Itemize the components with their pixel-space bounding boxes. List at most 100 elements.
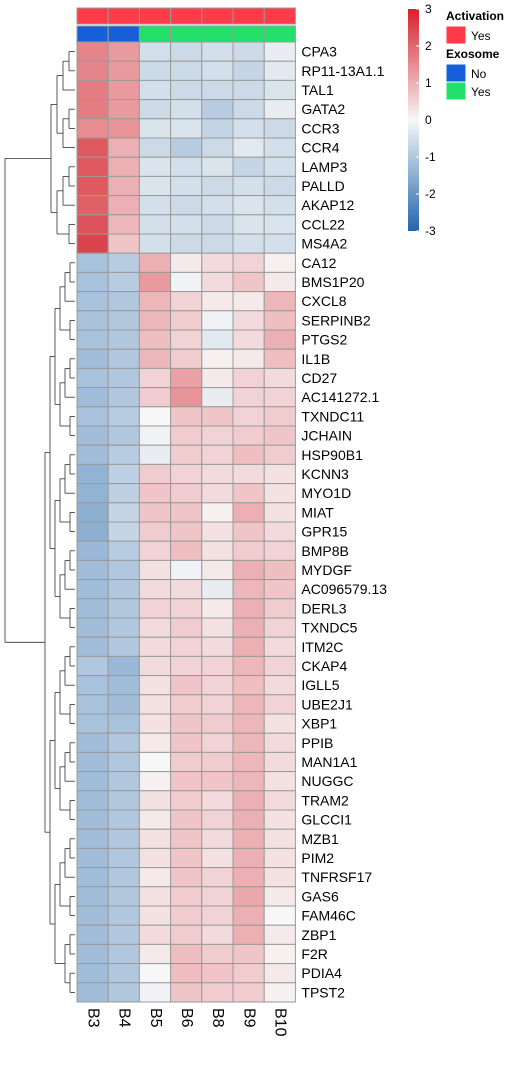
row-label: CXCL8 bbox=[301, 293, 346, 309]
heatmap-cell-mzb1-b6 bbox=[170, 828, 203, 849]
heatmap-cell-f2r-b8 bbox=[201, 943, 234, 965]
heatmap-cell-ca12-b6 bbox=[170, 252, 203, 273]
heatmap-cell-tal1-b5 bbox=[138, 79, 172, 101]
row-label: PIM2 bbox=[301, 850, 334, 866]
annotation-cell-activation-b5 bbox=[138, 7, 172, 25]
heatmap-cell-pdia4-b8 bbox=[201, 963, 234, 984]
row-label: MS4A2 bbox=[301, 236, 347, 252]
heatmap-cell-ccr4-b3 bbox=[76, 137, 109, 158]
heatmap-cell-derl3-b10 bbox=[263, 598, 296, 619]
heatmap-cell-ac141272.1-b10 bbox=[263, 387, 296, 408]
heatmap-cell-hsp90b1-b4 bbox=[107, 444, 140, 465]
heatmap-cell-pim2-b5 bbox=[138, 847, 172, 869]
row-label: CA12 bbox=[301, 255, 336, 271]
row-label: TXNDC11 bbox=[301, 408, 364, 424]
heatmap-cell-ckap4-b5 bbox=[138, 655, 172, 677]
heatmap-cell-ms4a2-b5 bbox=[138, 233, 172, 254]
row-dendrogram bbox=[4, 51, 75, 993]
heatmap-cell-myo1d-b4 bbox=[107, 483, 140, 504]
heatmap-cell-ppib-b3 bbox=[76, 732, 109, 753]
annotation-cell-activation-b8 bbox=[201, 7, 234, 25]
heatmap-cell-kcnn3-b3 bbox=[76, 463, 109, 485]
heatmap-cell-myo1d-b5 bbox=[138, 483, 172, 504]
heatmap-cell-itm2c-b8 bbox=[201, 636, 234, 657]
heatmap-cell-ube2j1-b6 bbox=[170, 694, 203, 715]
heatmap-cell-mydgf-b3 bbox=[76, 559, 109, 581]
heatmap-cell-mydgf-b8 bbox=[201, 559, 234, 581]
heatmap-cell-txndc5-b5 bbox=[138, 617, 172, 638]
heatmap-cell-ckap4-b6 bbox=[170, 655, 203, 677]
heatmap-cell-itm2c-b6 bbox=[170, 636, 203, 657]
heatmap-cell-igll5-b3 bbox=[76, 675, 109, 696]
heatmap-cell-pdia4-b4 bbox=[107, 963, 140, 984]
heatmap-cell-ccr4-b10 bbox=[263, 137, 296, 158]
heatmap-cell-ccr3-b4 bbox=[107, 118, 140, 139]
heatmap-cell-tnfrsf17-b6 bbox=[170, 867, 203, 888]
column-label: B6 bbox=[178, 1008, 195, 1028]
heatmap-cell-tram2-b4 bbox=[107, 790, 140, 811]
heatmap-cell-f2r-b5 bbox=[138, 943, 172, 965]
heatmap-cell-derl3-b3 bbox=[76, 598, 109, 619]
heatmap-cell-ckap4-b4 bbox=[107, 655, 140, 677]
heatmap-cell-myo1d-b9 bbox=[232, 483, 265, 504]
row-label: MZB1 bbox=[301, 831, 339, 847]
heatmap-cell-glcci1-b9 bbox=[232, 809, 265, 830]
heatmap-cell-tpst2-b3 bbox=[76, 982, 109, 1003]
heatmap-cell-tram2-b9 bbox=[232, 790, 265, 811]
row-label: MYO1D bbox=[301, 485, 351, 501]
heatmap-cell-man1a1-b9 bbox=[232, 751, 265, 773]
row-label: BMP8B bbox=[301, 543, 348, 559]
heatmap-cell-ptgs2-b5 bbox=[138, 329, 172, 350]
heatmap-cell-glcci1-b5 bbox=[138, 809, 172, 830]
heatmap-cell-ac141272.1-b4 bbox=[107, 387, 140, 408]
heatmap-cell-tal1-b6 bbox=[170, 79, 203, 101]
heatmap-cell-ca12-b10 bbox=[263, 252, 296, 273]
heatmap-cell-ccr3-b9 bbox=[232, 118, 265, 139]
heatmap-cell-txndc11-b3 bbox=[76, 406, 109, 427]
heatmap-cell-ckap4-b8 bbox=[201, 655, 234, 677]
annotation-legend-label: Yes bbox=[471, 85, 491, 99]
row-label: GAS6 bbox=[301, 888, 339, 904]
heatmap-cell-nuggc-b8 bbox=[201, 771, 234, 792]
color-scale-tick-label: 2 bbox=[425, 39, 432, 53]
heatmap-cell-kcnn3-b9 bbox=[232, 463, 265, 485]
heatmap-cell-tnfrsf17-b4 bbox=[107, 867, 140, 888]
heatmap-cell-ube2j1-b9 bbox=[232, 694, 265, 715]
heatmap-cell-xbp1-b8 bbox=[201, 713, 234, 734]
row-label: GPR15 bbox=[301, 524, 347, 540]
heatmap-cell-ccl22-b10 bbox=[263, 214, 296, 235]
heatmap-cell-ac141272.1-b3 bbox=[76, 387, 109, 408]
heatmap-cell-tal1-b8 bbox=[201, 79, 234, 101]
heatmap-cell-jchain-b5 bbox=[138, 425, 172, 446]
heatmap-cell-ac141272.1-b5 bbox=[138, 387, 172, 408]
heatmap-cell-zbp1-b8 bbox=[201, 924, 234, 945]
heatmap-cell-ca12-b9 bbox=[232, 252, 265, 273]
color-scale-tick-label: 3 bbox=[425, 2, 432, 16]
heatmap-cell-ms4a2-b9 bbox=[232, 233, 265, 254]
heatmap-cell-pim2-b6 bbox=[170, 847, 203, 869]
heatmap-cell-ccl22-b6 bbox=[170, 214, 203, 235]
heatmap-cell-ms4a2-b4 bbox=[107, 233, 140, 254]
heatmap-cell-ube2j1-b4 bbox=[107, 694, 140, 715]
heatmap-cell-kcnn3-b8 bbox=[201, 463, 234, 485]
heatmap-cell-nuggc-b6 bbox=[170, 771, 203, 792]
annotation-legend-label: Yes bbox=[471, 29, 491, 43]
heatmap-cell-tnfrsf17-b8 bbox=[201, 867, 234, 888]
heatmap-cell-miat-b9 bbox=[232, 502, 265, 523]
annotation-legend-swatch bbox=[445, 25, 467, 45]
heatmap-cell-ptgs2-b10 bbox=[263, 329, 296, 350]
heatmap-cell-gpr15-b9 bbox=[232, 521, 265, 542]
heatmap-cell-ckap4-b10 bbox=[263, 655, 296, 677]
heatmap-cell-gata2-b6 bbox=[170, 99, 203, 120]
heatmap-cell-serpinb2-b6 bbox=[170, 310, 203, 331]
annotation-cell-activation-b10 bbox=[263, 7, 296, 25]
heatmap-cell-gata2-b4 bbox=[107, 99, 140, 120]
row-label: IGLL5 bbox=[301, 677, 339, 693]
heatmap-cell-zbp1-b5 bbox=[138, 924, 172, 945]
heatmap-cell-ms4a2-b3 bbox=[76, 233, 109, 254]
heatmap-cell-igll5-b9 bbox=[232, 675, 265, 696]
column-label: B3 bbox=[84, 1008, 101, 1028]
heatmap-cell-nuggc-b10 bbox=[263, 771, 296, 792]
heatmap-cell-hsp90b1-b9 bbox=[232, 444, 265, 465]
heatmap-cell-miat-b5 bbox=[138, 502, 172, 523]
